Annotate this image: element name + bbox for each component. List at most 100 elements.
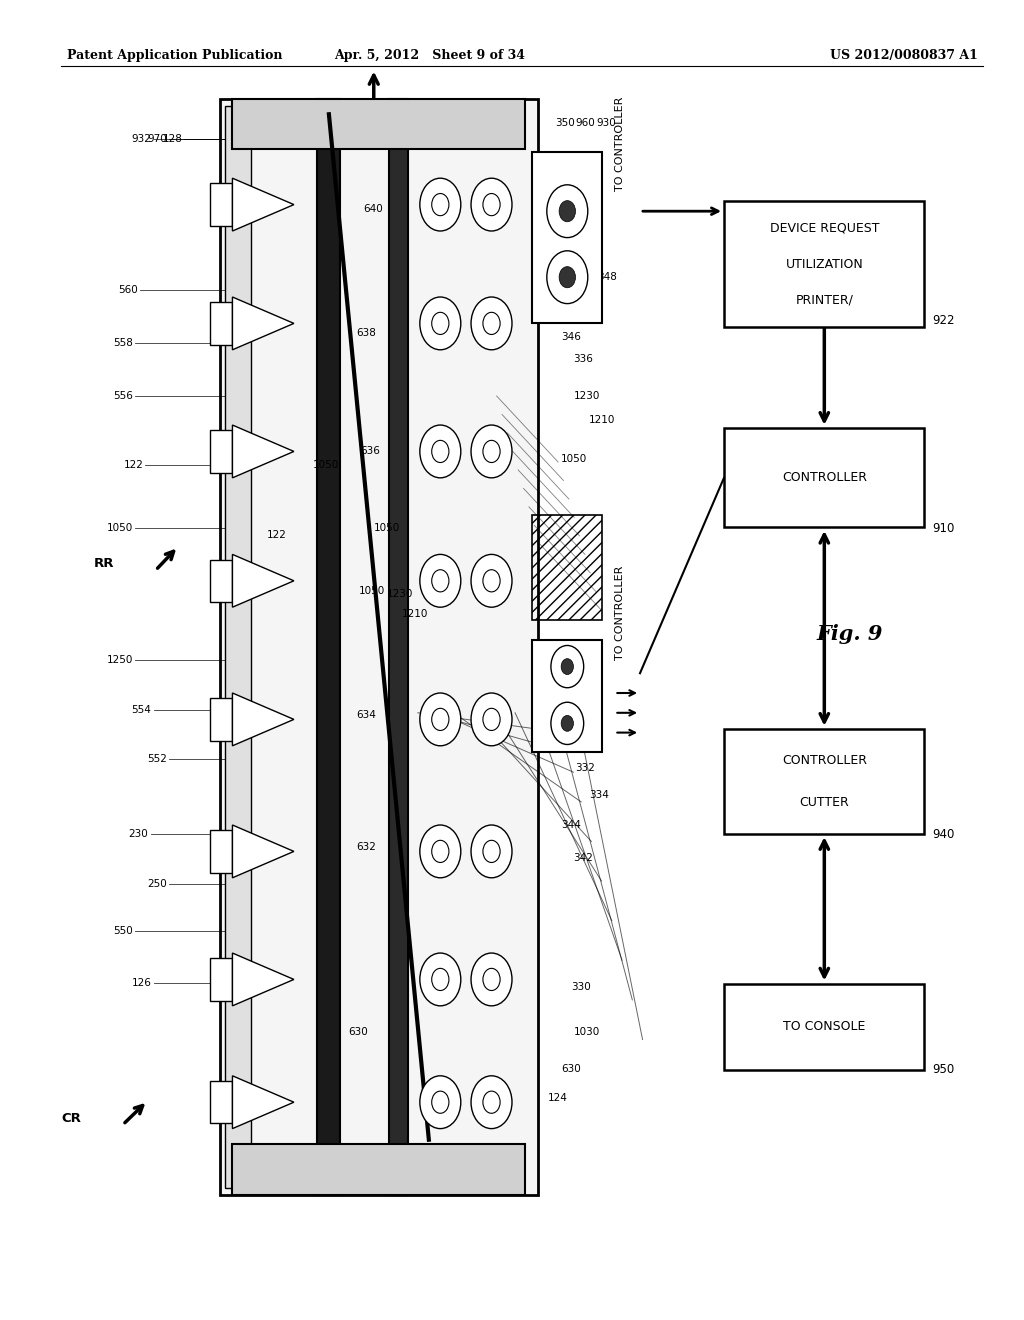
Circle shape: [561, 715, 573, 731]
Bar: [725, 201, 925, 326]
Bar: [210, 430, 232, 473]
Text: 312: 312: [571, 701, 591, 711]
Text: 630: 630: [348, 1027, 368, 1038]
Text: 128: 128: [163, 133, 182, 144]
Circle shape: [547, 185, 588, 238]
Text: US 2012/0080837 A1: US 2012/0080837 A1: [830, 49, 978, 62]
Text: PRINTER/: PRINTER/: [796, 293, 853, 306]
Circle shape: [551, 702, 584, 744]
Text: CONTROLLER: CONTROLLER: [781, 471, 867, 484]
Circle shape: [471, 554, 512, 607]
Circle shape: [561, 659, 573, 675]
Text: 1210: 1210: [401, 609, 428, 619]
Text: PRR: PRR: [353, 119, 384, 132]
Circle shape: [432, 969, 449, 990]
Circle shape: [420, 1076, 461, 1129]
Polygon shape: [232, 825, 294, 878]
Circle shape: [432, 841, 449, 862]
Text: 638: 638: [356, 327, 376, 338]
Text: 932: 932: [132, 133, 152, 144]
Circle shape: [420, 178, 461, 231]
Text: 632: 632: [356, 842, 376, 853]
Text: 910: 910: [932, 521, 954, 535]
Text: 322: 322: [561, 734, 581, 744]
Text: 330: 330: [571, 982, 591, 993]
Text: 1050: 1050: [106, 523, 133, 533]
Circle shape: [432, 709, 449, 730]
Circle shape: [483, 570, 500, 591]
Text: 338: 338: [573, 305, 593, 315]
Circle shape: [471, 825, 512, 878]
Text: TO CONSOLE: TO CONSOLE: [783, 1020, 865, 1034]
Polygon shape: [232, 554, 294, 607]
Text: 128: 128: [258, 114, 278, 124]
Circle shape: [483, 841, 500, 862]
Text: 336: 336: [573, 354, 593, 364]
Bar: [317, 99, 340, 1195]
Text: 230: 230: [129, 829, 148, 840]
Text: 344: 344: [561, 820, 581, 830]
Circle shape: [420, 425, 461, 478]
Text: 560: 560: [119, 285, 138, 296]
Circle shape: [471, 1076, 512, 1129]
Text: 334: 334: [589, 789, 608, 800]
Circle shape: [551, 645, 584, 688]
Text: CONTROLLER: CONTROLLER: [781, 754, 867, 767]
Text: 970: 970: [244, 114, 263, 124]
Bar: [725, 729, 925, 834]
Text: 122: 122: [124, 459, 143, 470]
Circle shape: [471, 297, 512, 350]
Text: 122: 122: [267, 529, 287, 540]
Bar: [210, 183, 232, 226]
Bar: [210, 560, 232, 602]
Text: 950: 950: [932, 1063, 954, 1076]
Text: 324: 324: [561, 248, 581, 259]
Text: 1030: 1030: [573, 1027, 600, 1038]
Circle shape: [483, 441, 500, 462]
Circle shape: [559, 201, 575, 222]
Text: 630: 630: [561, 1064, 581, 1074]
Polygon shape: [232, 953, 294, 1006]
Text: 1050: 1050: [312, 459, 339, 470]
Circle shape: [483, 313, 500, 334]
Text: 124: 124: [548, 1093, 567, 1104]
Circle shape: [483, 709, 500, 730]
Text: CUTTER: CUTTER: [800, 796, 849, 809]
Polygon shape: [232, 693, 294, 746]
Text: TO CONTROLLER: TO CONTROLLER: [614, 98, 625, 191]
Text: 314: 314: [571, 199, 591, 210]
Text: 640: 640: [364, 203, 383, 214]
Text: 1230: 1230: [387, 589, 414, 599]
Text: UTILIZATION: UTILIZATION: [785, 257, 863, 271]
Circle shape: [483, 969, 500, 990]
Text: CR: CR: [61, 1111, 81, 1125]
Circle shape: [547, 251, 588, 304]
Bar: [532, 515, 602, 620]
Circle shape: [559, 267, 575, 288]
Bar: [210, 698, 232, 741]
Circle shape: [483, 1092, 500, 1113]
Bar: [232, 1144, 525, 1195]
Bar: [210, 302, 232, 345]
Text: 558: 558: [114, 338, 133, 348]
Text: Patent Application Publication: Patent Application Publication: [67, 49, 282, 62]
Circle shape: [432, 194, 449, 215]
Bar: [210, 830, 232, 873]
Text: 1250: 1250: [106, 655, 133, 665]
Text: 1230: 1230: [573, 391, 600, 401]
Text: 1050: 1050: [358, 586, 385, 597]
Circle shape: [420, 554, 461, 607]
Circle shape: [471, 425, 512, 478]
Circle shape: [420, 693, 461, 746]
Text: 556: 556: [114, 391, 133, 401]
Text: 1050: 1050: [374, 523, 400, 533]
Polygon shape: [232, 297, 294, 350]
Bar: [725, 985, 925, 1069]
Text: 1210: 1210: [589, 414, 615, 425]
Bar: [532, 152, 602, 323]
Text: 554: 554: [132, 705, 152, 715]
Text: 348: 348: [597, 272, 616, 282]
Text: TO CONTROLLER: TO CONTROLLER: [614, 566, 625, 660]
Bar: [232, 99, 525, 149]
Text: 340: 340: [563, 169, 583, 180]
